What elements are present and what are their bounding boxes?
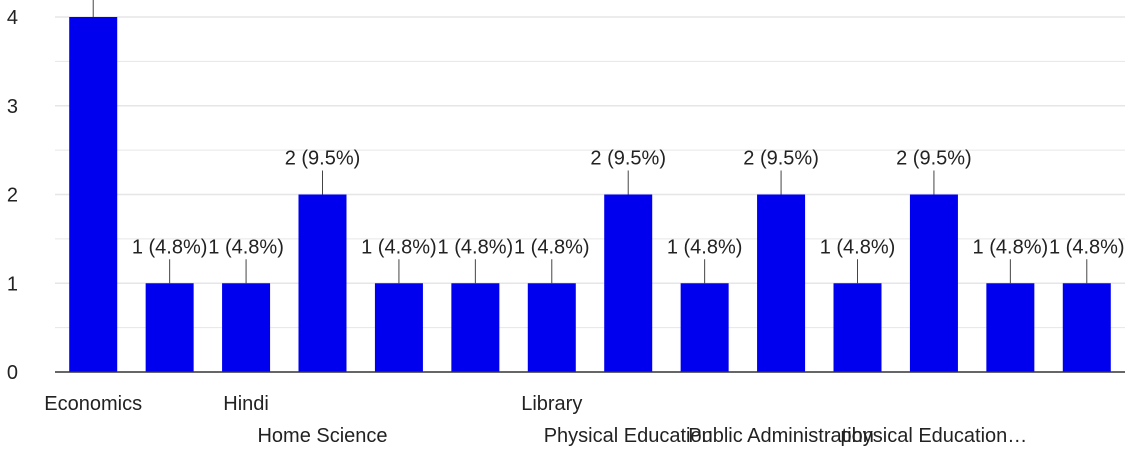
data-label: 1 (4.8%) <box>973 236 1049 258</box>
data-label: 1 (4.8%) <box>1049 236 1125 258</box>
data-label: 1 (4.8%) <box>208 236 284 258</box>
x-category-label: Home Science <box>257 425 387 447</box>
bars <box>69 17 1111 372</box>
y-axis-ticks: 0 1 2 3 4 <box>7 7 18 384</box>
data-label: 1 (4.8%) <box>820 236 896 258</box>
bar <box>986 283 1035 372</box>
data-label: 1 (4.8%) <box>438 236 514 258</box>
grid-lines <box>55 16 1125 329</box>
x-category-label: Physical Education <box>544 425 713 447</box>
data-label: 1 (4.8%) <box>667 236 743 258</box>
bar <box>222 283 271 372</box>
x-category-label: Economics <box>44 393 142 415</box>
x-category-label: Public Administration <box>688 425 874 447</box>
x-category-label: Hindi <box>223 393 269 415</box>
bar <box>757 194 806 372</box>
bar <box>69 17 118 372</box>
bar <box>604 194 653 372</box>
y-tick-label: 4 <box>7 7 18 29</box>
data-label: 1 (4.8%) <box>514 236 590 258</box>
bar <box>527 283 576 372</box>
data-labels: 4 (19%)1 (4.8%)1 (4.8%)2 (9.5%)1 (4.8%)1… <box>92 0 1125 284</box>
bar <box>145 283 194 372</box>
y-tick-label: 0 <box>7 362 18 384</box>
data-label: 2 (9.5%) <box>285 148 361 170</box>
data-label: 2 (9.5%) <box>590 148 666 170</box>
x-category-label: Library <box>521 393 582 415</box>
bar <box>833 283 882 372</box>
bar <box>680 283 729 372</box>
data-label: 1 (4.8%) <box>361 236 437 258</box>
data-label: 2 (9.5%) <box>743 148 819 170</box>
bar <box>374 283 423 372</box>
bar <box>298 194 347 372</box>
x-category-label: physical Education… <box>841 425 1028 447</box>
data-label: 1 (4.8%) <box>132 236 208 258</box>
data-label: 2 (9.5%) <box>896 148 972 170</box>
bar <box>451 283 500 372</box>
category-labels: Economics Hindi Home Science Library Physica… <box>44 393 1027 447</box>
bar <box>909 194 958 372</box>
y-tick-label: 2 <box>7 185 18 207</box>
y-tick-label: 1 <box>7 273 18 295</box>
y-tick-label: 3 <box>7 96 18 118</box>
bar <box>1062 283 1111 372</box>
